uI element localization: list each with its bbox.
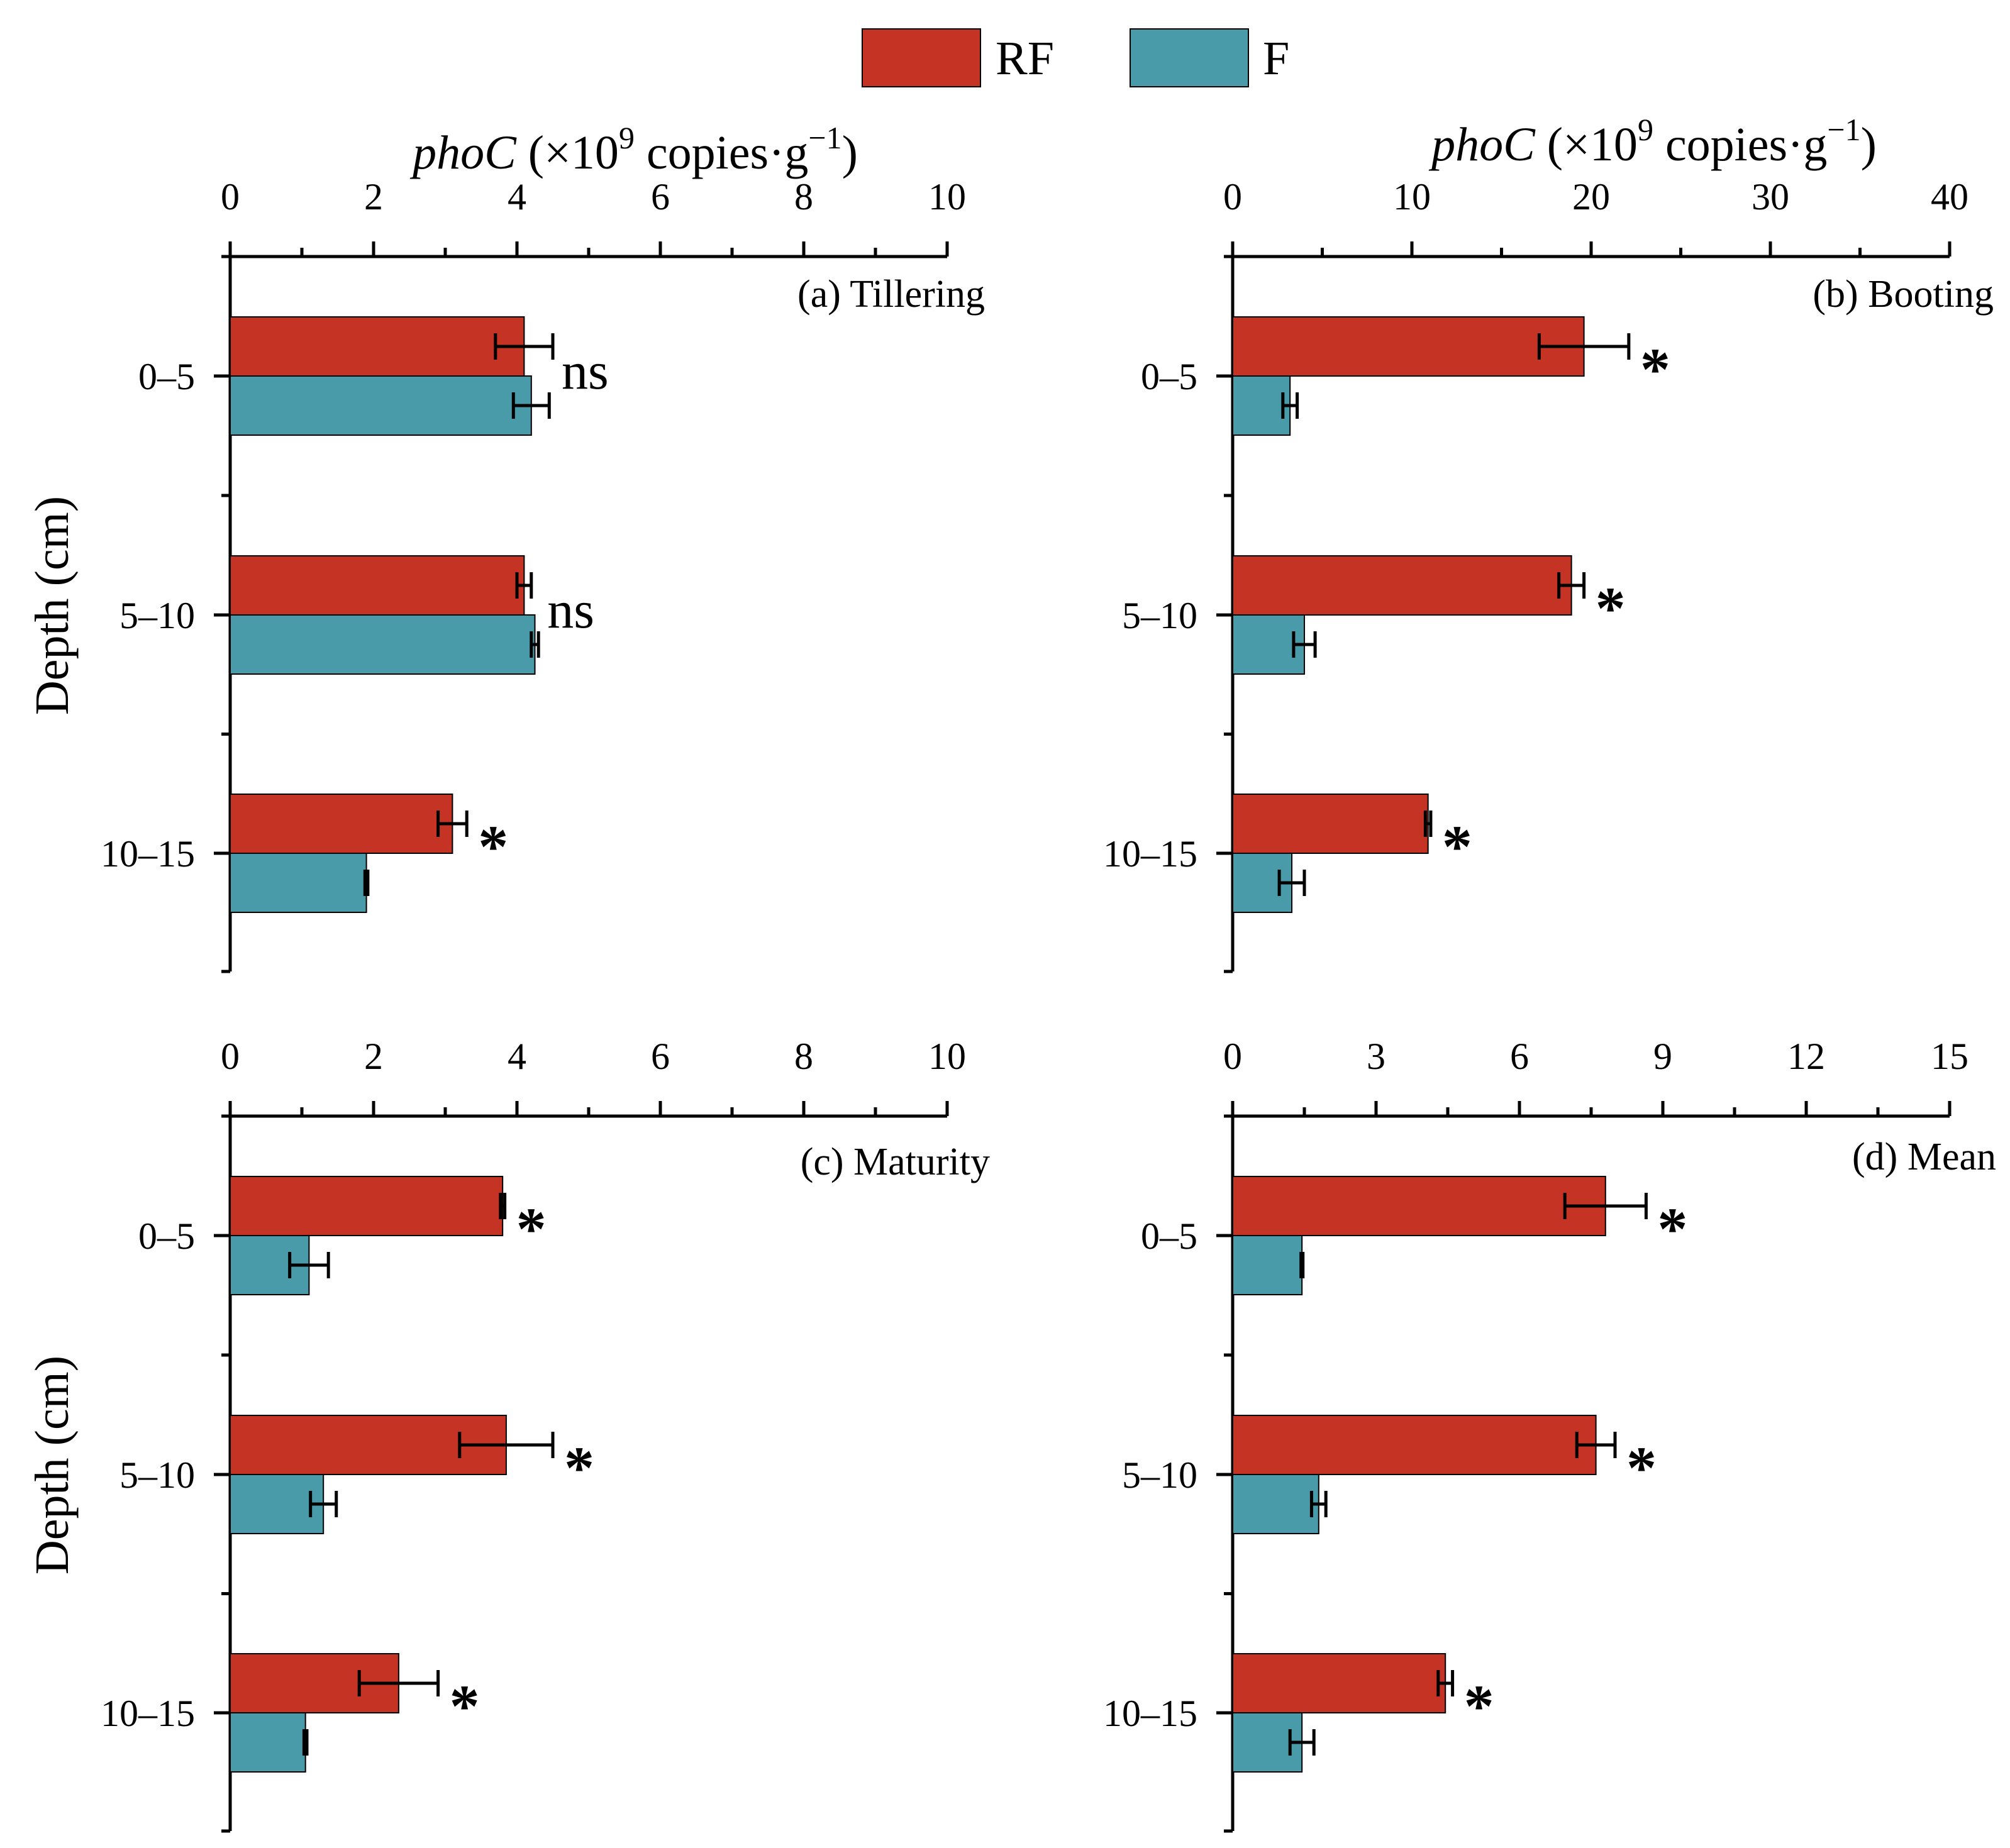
panel-mean: 0 3 6 9 12 15 0–5 5–10 10–15 (d) Mean * * * <box>1103 1036 1996 1833</box>
x-tick-label: 12 <box>1787 1036 1825 1077</box>
legend-label-rf: RF <box>996 32 1054 85</box>
x-tick-label: 40 <box>1931 176 1968 218</box>
bar-rf <box>1232 316 1585 377</box>
x-axis-title-right: phoC (×109 copies·g−1) <box>1428 112 1877 171</box>
panel-title: (a) Tillering <box>797 273 985 316</box>
axis-title-exp: 9 <box>619 120 635 155</box>
significance-label: * <box>450 1673 480 1740</box>
x-tick-label: 6 <box>651 176 670 218</box>
bar-f <box>1232 1235 1303 1295</box>
significance-label: * <box>1464 1673 1494 1740</box>
axis-title-suffix: ) <box>1861 118 1877 171</box>
bar-rf <box>230 316 525 377</box>
axis-title-gene: phoC <box>409 126 517 179</box>
significance-label: * <box>1657 1195 1687 1263</box>
legend: RF F <box>862 28 1289 87</box>
panel-title: (c) Maturity <box>801 1141 990 1183</box>
axis-title-prefix: (×10 <box>516 126 619 179</box>
y-tick-label: 10–15 <box>1103 1693 1197 1734</box>
legend-item-f[interactable]: F <box>1130 28 1289 87</box>
x-tick-label: 10 <box>928 176 966 218</box>
significance-label: * <box>478 813 508 880</box>
axis-title-middle: copies·g <box>1653 118 1827 171</box>
y-tick-label: 10–15 <box>1103 833 1197 875</box>
x-tick-label: 4 <box>508 1036 526 1077</box>
axis-title-neg-exp: −1 <box>1827 112 1860 147</box>
x-tick-label: 8 <box>794 1036 813 1077</box>
bar-f <box>1232 375 1291 436</box>
y-tick-label: 10–15 <box>101 833 195 875</box>
y-tick-label: 0–5 <box>1141 1215 1197 1257</box>
x-tick-label: 0 <box>221 176 240 218</box>
bar-f <box>230 1712 306 1773</box>
x-tick-label: 0 <box>221 1036 240 1077</box>
bar-f <box>230 375 532 436</box>
bar-f <box>230 1474 325 1534</box>
y-tick-label: 5–10 <box>119 1454 195 1496</box>
bar-f <box>230 853 367 913</box>
legend-swatch-rf <box>862 28 981 87</box>
y-tick-label: 5–10 <box>1122 595 1197 636</box>
x-tick-label: 8 <box>794 176 813 218</box>
bar-rf <box>1232 1176 1606 1236</box>
significance-label: * <box>564 1434 594 1502</box>
bar-rf <box>230 794 453 854</box>
y-axis-title-top: Depth (cm) <box>26 496 79 715</box>
significance-label: * <box>1596 575 1626 642</box>
y-tick-label: 0–5 <box>138 356 195 397</box>
axis-title-prefix: (×10 <box>1535 118 1638 171</box>
x-tick-label: 3 <box>1367 1036 1385 1077</box>
x-tick-label: 2 <box>364 176 383 218</box>
panel-booting: 0 10 20 30 40 0–5 5–10 10–15 (b) Booting * * * <box>1103 176 1994 973</box>
x-tick-label: 6 <box>1510 1036 1529 1077</box>
x-tick-label: 30 <box>1752 176 1789 218</box>
x-tick-label: 15 <box>1931 1036 1968 1077</box>
axis-title-suffix: ) <box>842 126 858 179</box>
x-tick-label: 10 <box>1393 176 1431 218</box>
significance-label: ns <box>562 342 609 401</box>
axis-title-middle: copies·g <box>635 126 808 179</box>
bar-f <box>1232 1474 1319 1534</box>
bar-rf <box>1232 1415 1597 1475</box>
axis-title-exp: 9 <box>1638 112 1653 147</box>
y-tick-label: 5–10 <box>119 595 195 636</box>
x-tick-label: 10 <box>928 1036 966 1077</box>
panel-tillering: 0 2 4 6 8 10 0–5 5–10 10–15 (a) Tillering ns ns * <box>101 176 985 973</box>
bar-rf <box>230 1176 504 1236</box>
panel-title: (d) Mean <box>1852 1136 1996 1178</box>
x-tick-label: 0 <box>1223 176 1242 218</box>
significance-label: * <box>516 1195 547 1263</box>
bar-rf <box>230 555 525 616</box>
bar-rf <box>1232 1653 1446 1713</box>
y-tick-label: 0–5 <box>138 1215 195 1257</box>
panel-maturity: 0 2 4 6 8 10 0–5 5–10 10–15 (c) Maturity * * * <box>101 1036 990 1833</box>
significance-label: * <box>1640 336 1670 403</box>
x-tick-label: 20 <box>1572 176 1610 218</box>
y-tick-label: 0–5 <box>1141 356 1197 397</box>
bar-rf <box>1232 555 1572 616</box>
panel-title: (b) Booting <box>1813 273 1994 316</box>
y-tick-label: 5–10 <box>1122 1454 1197 1496</box>
legend-label-f: F <box>1263 32 1289 85</box>
y-axis-title-bottom: Depth (cm) <box>26 1356 79 1574</box>
bar-rf <box>1232 794 1429 854</box>
legend-item-rf[interactable]: RF <box>862 28 1054 87</box>
axis-title-gene: phoC <box>1428 118 1536 171</box>
axis-title-neg-exp: −1 <box>808 120 841 155</box>
x-tick-label: 0 <box>1223 1036 1242 1077</box>
x-tick-label: 2 <box>364 1036 383 1077</box>
legend-swatch-f <box>1130 28 1249 87</box>
y-tick-label: 10–15 <box>101 1693 195 1734</box>
x-axis-title-left: phoC (×109 copies·g−1) <box>409 120 858 179</box>
significance-label: * <box>1626 1434 1657 1502</box>
bar-f <box>230 614 536 675</box>
x-tick-label: 9 <box>1653 1036 1672 1077</box>
significance-label: * <box>1442 813 1472 880</box>
x-tick-label: 4 <box>508 176 526 218</box>
x-tick-label: 6 <box>651 1036 670 1077</box>
significance-label: ns <box>547 581 594 639</box>
